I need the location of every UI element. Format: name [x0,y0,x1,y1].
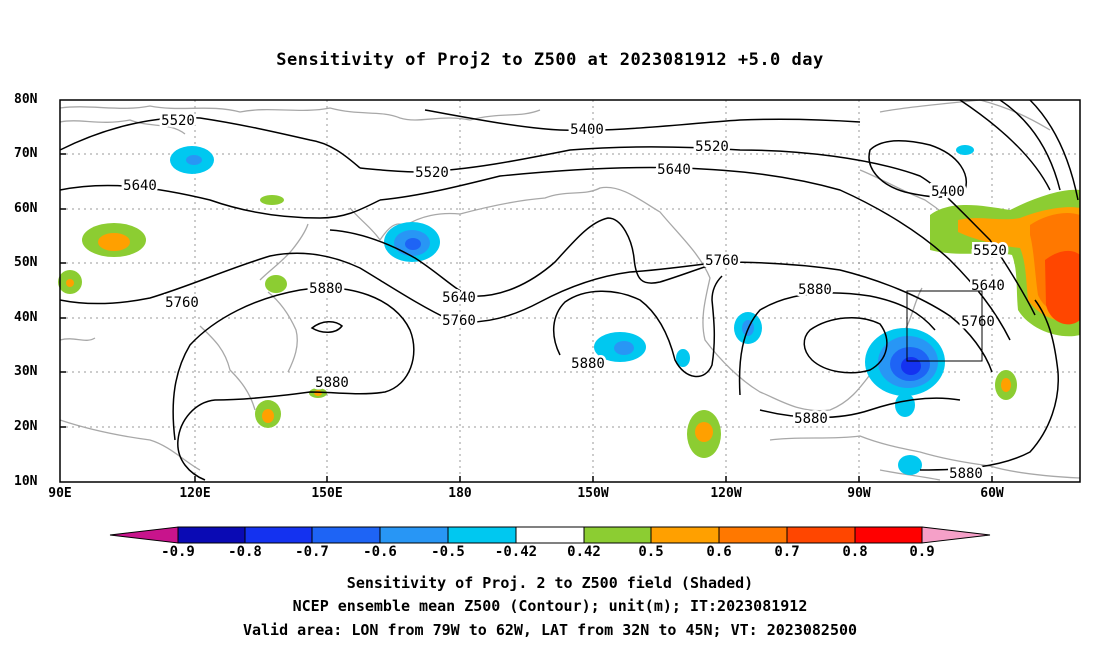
contour-labels: 5520 5400 5520 5520 5640 5640 5760 5880 … [121,111,1010,485]
contour-label: 5640 [123,178,157,194]
lat-label: 50N [14,255,38,270]
contour-east-c [959,99,1051,191]
lat-label: 10N [14,474,38,489]
z500-contours [59,99,1079,481]
contour-label: 5880 [949,466,983,482]
shaded-sensitivity [58,145,1080,475]
contour-label: 5400 [931,184,965,200]
colorbar-label: 0.5 [638,544,664,560]
contour-label: 5520 [415,165,449,181]
lon-label: 150W [577,486,609,501]
colorbar-segment [854,526,923,544]
contour-5880-south [759,397,961,419]
contour-5400 [424,109,861,132]
colorbar-label: -0.8 [228,544,262,560]
caption-line-3: Valid area: LON from 79W to 62W, LAT fro… [242,621,858,639]
colorbar-label: 0.6 [706,544,732,560]
colorbar-segment [718,526,788,544]
colorbar-high-triangle [921,526,991,544]
lat-label: 40N [14,310,38,325]
contour-5640-trough [329,217,721,297]
contour-label: 5880 [309,281,343,297]
contour-label: 5760 [961,314,995,330]
contour-label: 5640 [657,162,691,178]
valid-area-box [906,290,983,362]
contour-5880-east [738,292,936,396]
lat-label: 20N [14,419,38,434]
colorbar-label: 0.9 [909,544,935,560]
contour-5520-west [59,116,361,169]
contour-5520-mid [359,146,1036,316]
contour-label: 5640 [971,278,1005,294]
colorbar-label: -0.6 [363,544,397,560]
colorbar-low-triangle [109,526,179,544]
contour-east-a [999,99,1061,191]
lon-label: 180 [448,486,472,501]
colorbar [109,526,991,544]
contour-5880-anticyclone [803,317,888,374]
caption-line-2: NCEP ensemble mean Z500 (Contour); unit(… [292,597,808,615]
colorbar-label: -0.5 [431,544,465,560]
colorbar-segment [583,526,652,544]
contour-label: 5880 [315,375,349,391]
contour-5640-mid [379,166,1011,341]
colorbar-label: 0.7 [774,544,800,560]
colorbar-segment [447,526,517,544]
lon-label: 90W [847,486,871,501]
colorbar-label: -0.42 [494,544,538,560]
contour-label: 5520 [161,113,195,129]
colorbar-segment [379,526,449,544]
contour-5880-atlantic [919,299,1059,471]
colorbar-segment [244,526,313,544]
lon-label: 150E [311,486,343,501]
contour-5880-pacific [553,275,723,378]
contour-label: 5880 [794,411,828,427]
colorbar-label: -0.7 [295,544,329,560]
colorbar-segment [515,526,585,544]
colorbar-segment [177,526,246,544]
contour-label: 5520 [973,243,1007,259]
contour-label: 5880 [571,356,605,372]
lon-label: 120E [179,486,211,501]
map-title: Sensitivity of Proj2 to Z500 at 20230819… [276,50,824,70]
contour-5880-small [310,321,344,333]
contour-label: 5520 [695,139,729,155]
colorbar-label: -0.9 [161,544,195,560]
lon-label: 120W [710,486,742,501]
lon-label: 90E [48,486,72,501]
grid-lines [60,100,1080,482]
colorbar-label: 0.42 [567,544,601,560]
contour-label: 5760 [165,295,199,311]
contour-5880-loop [172,287,415,481]
lat-label: 80N [14,92,38,107]
contour-5760 [59,252,993,373]
contour-label: 5640 [442,290,476,306]
contour-label: 5760 [705,253,739,269]
lon-label: 60W [980,486,1004,501]
contour-5640-west [59,184,381,219]
lat-label: 30N [14,364,38,379]
colorbar-segment [311,526,381,544]
lat-label: 70N [14,146,38,161]
map-frame [59,99,1081,483]
colorbar-segment [786,526,856,544]
colorbar-label: 0.8 [842,544,868,560]
contour-east-b [1029,99,1079,201]
tick-marks [60,153,993,482]
caption-line-1: Sensitivity of Proj. 2 to Z500 field (Sh… [346,574,754,592]
contour-label: 5400 [570,122,604,138]
contour-label: 5760 [442,313,476,329]
contour-label: 5880 [798,282,832,298]
lat-label: 60N [14,201,38,216]
contour-5400-east [868,140,967,198]
colorbar-segment [650,526,720,544]
